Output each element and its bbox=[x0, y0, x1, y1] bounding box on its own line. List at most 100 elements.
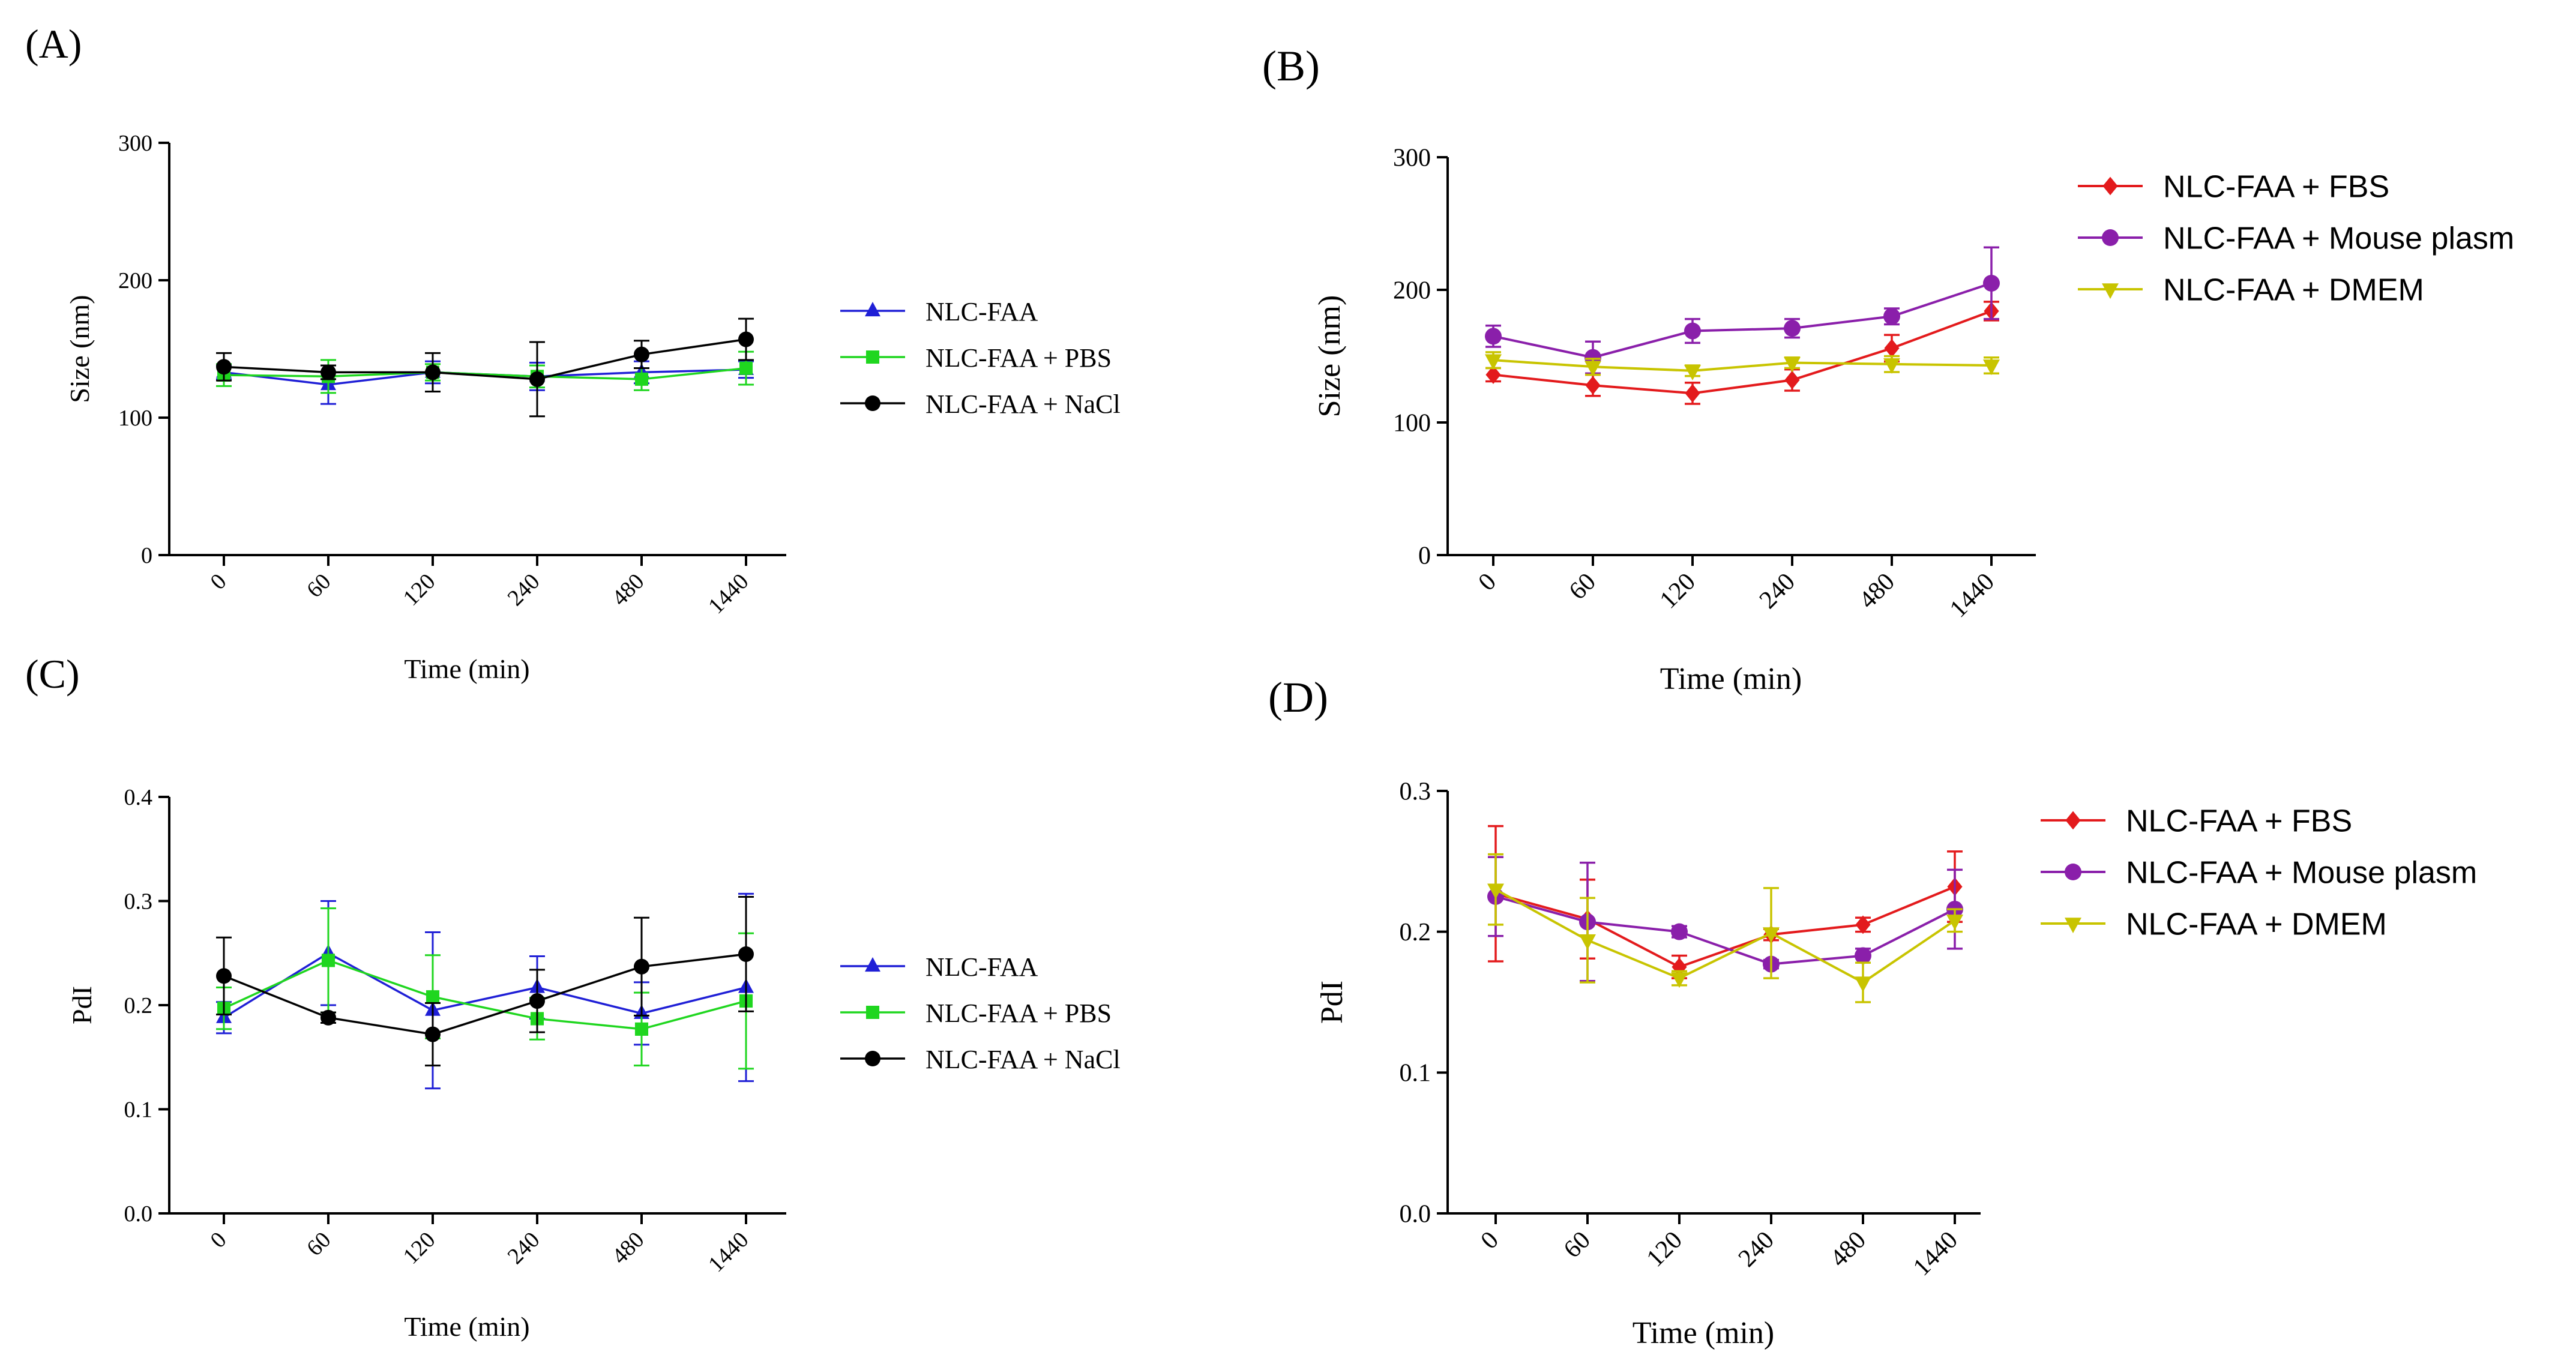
x-tick-label: 0 bbox=[1476, 1226, 1504, 1254]
data-point bbox=[216, 968, 232, 984]
y-tick-label: 0.0 bbox=[1400, 1200, 1431, 1228]
legend-label: NLC-FAA + FBS bbox=[2163, 170, 2389, 205]
y-tick-label: 0.3 bbox=[1400, 778, 1431, 805]
legend: NLC-FAA NLC-FAA + PBS NLC-FAA + NaCl bbox=[840, 952, 1121, 1074]
y-axis-label: Size (nm) bbox=[64, 295, 95, 403]
data-point bbox=[1884, 338, 1900, 358]
series-line bbox=[1495, 885, 1955, 969]
data-point bbox=[634, 372, 649, 386]
data-point bbox=[1883, 308, 1900, 325]
data-point bbox=[1855, 947, 1871, 964]
legend-label: NLC-FAA bbox=[925, 297, 1038, 326]
series-line bbox=[1493, 310, 1992, 395]
panel-label: (C) bbox=[25, 651, 80, 697]
data-point bbox=[739, 361, 753, 375]
series-line bbox=[1495, 888, 1956, 984]
x-tick-label: 1440 bbox=[1908, 1226, 1963, 1281]
data-point bbox=[1784, 320, 1801, 337]
series-nlc-faa-fbs bbox=[1485, 301, 1999, 405]
y-tick-label: 0 bbox=[1418, 542, 1431, 569]
data-point bbox=[1671, 923, 1688, 940]
series-line bbox=[1493, 282, 1992, 359]
legend-marker bbox=[865, 1005, 880, 1020]
panel-a: (A) 0 100 200 300 0 60 120 240 480 1440 Time (min) S… bbox=[25, 21, 1121, 684]
data-point bbox=[1485, 354, 1502, 370]
y-tick-label: 0 bbox=[141, 543, 152, 568]
data-point bbox=[1983, 274, 2000, 292]
series-line bbox=[223, 953, 747, 1036]
legend-marker bbox=[865, 957, 880, 972]
legend-marker bbox=[865, 395, 880, 411]
y-tick-label: 0.3 bbox=[124, 889, 153, 914]
panel-d: (D) 0.0 0.1 0.2 0.3 0 60 120 240 480 1440 Time (min… bbox=[1268, 673, 2477, 1350]
x-tick-label: 120 bbox=[399, 1227, 441, 1269]
x-tick-label: 120 bbox=[1655, 568, 1701, 614]
legend-label: NLC-FAA bbox=[925, 952, 1038, 982]
series-nlc-faa-dmem bbox=[1485, 351, 2000, 380]
x-tick-label: 0 bbox=[1473, 568, 1502, 596]
x-tick-label: 240 bbox=[503, 569, 545, 611]
data-point bbox=[1671, 972, 1688, 988]
data-point bbox=[1684, 365, 1701, 380]
series-nlc-faa-dmem bbox=[1487, 853, 1963, 1003]
data-point bbox=[529, 993, 545, 1009]
legend-label: NLC-FAA + DMEM bbox=[2126, 907, 2387, 942]
x-tick-label: 480 bbox=[1825, 1226, 1871, 1272]
legend-label: NLC-FAA + Mouse plasm bbox=[2163, 221, 2514, 256]
x-tick-label: 60 bbox=[302, 569, 336, 603]
data-point bbox=[320, 364, 336, 380]
y-tick-label: 200 bbox=[118, 268, 152, 293]
y-axis-label: PdI bbox=[67, 986, 97, 1024]
legend-marker bbox=[2065, 811, 2081, 830]
data-point bbox=[1684, 322, 1701, 340]
y-tick-label: 0.4 bbox=[124, 785, 153, 810]
x-tick-label: 1440 bbox=[703, 569, 753, 619]
data-point bbox=[738, 331, 754, 347]
y-tick-label: 0.2 bbox=[1400, 919, 1431, 946]
data-point bbox=[1579, 934, 1596, 950]
x-tick-label: 1440 bbox=[703, 1227, 753, 1277]
y-axis-label: Size (nm) bbox=[1313, 295, 1347, 418]
series-line bbox=[223, 952, 747, 1019]
data-point bbox=[425, 364, 441, 380]
series-nlc-faa bbox=[216, 360, 754, 405]
data-point bbox=[634, 346, 649, 362]
y-tick-label: 100 bbox=[1393, 409, 1431, 437]
x-tick-label: 60 bbox=[302, 1227, 336, 1261]
y-tick-label: 200 bbox=[1393, 277, 1431, 304]
series-line bbox=[1493, 359, 1992, 372]
data-point bbox=[216, 359, 232, 375]
x-tick-label: 120 bbox=[1642, 1226, 1688, 1272]
data-point bbox=[1485, 328, 1502, 345]
series-line bbox=[223, 959, 747, 1030]
legend-label: NLC-FAA + NaCl bbox=[925, 1045, 1121, 1074]
data-point bbox=[320, 1009, 336, 1026]
x-tick-label: 240 bbox=[1754, 568, 1801, 614]
x-tick-label: 240 bbox=[1733, 1226, 1780, 1272]
x-tick-label: 480 bbox=[607, 1227, 649, 1269]
x-axis-label: Time (min) bbox=[404, 1311, 529, 1342]
series-nlc-faa-nacl bbox=[216, 896, 754, 1067]
x-tick-label: 0 bbox=[205, 1227, 231, 1253]
y-tick-label: 0.0 bbox=[124, 1201, 153, 1227]
y-tick-label: 300 bbox=[1393, 144, 1431, 172]
x-tick-label: 60 bbox=[1564, 568, 1601, 605]
data-point bbox=[426, 990, 440, 1004]
data-point bbox=[738, 946, 754, 962]
x-tick-label: 0 bbox=[205, 569, 231, 595]
y-tick-label: 0.2 bbox=[124, 993, 153, 1018]
y-tick-label: 0.1 bbox=[124, 1097, 153, 1122]
legend: NLC-FAA + FBS NLC-FAA + Mouse plasm NLC-FA… bbox=[2041, 804, 2477, 942]
x-axis-label: Time (min) bbox=[1660, 662, 1802, 696]
legend-marker bbox=[865, 302, 880, 317]
data-point bbox=[1983, 359, 2000, 376]
legend-label: NLC-FAA + FBS bbox=[2126, 804, 2352, 839]
legend-label: NLC-FAA + PBS bbox=[925, 999, 1112, 1028]
legend: NLC-FAA NLC-FAA + PBS NLC-FAA + NaCl bbox=[840, 297, 1121, 419]
x-tick-label: 240 bbox=[503, 1227, 545, 1269]
y-tick-label: 300 bbox=[118, 131, 152, 156]
legend-marker bbox=[2102, 176, 2118, 196]
panel-b: (B) 0 100 200 300 0 60 120 240 480 1440 Time (min) S… bbox=[1262, 42, 2514, 696]
series-nlc-faa-pbs bbox=[216, 907, 754, 1070]
legend-marker bbox=[865, 1051, 880, 1066]
